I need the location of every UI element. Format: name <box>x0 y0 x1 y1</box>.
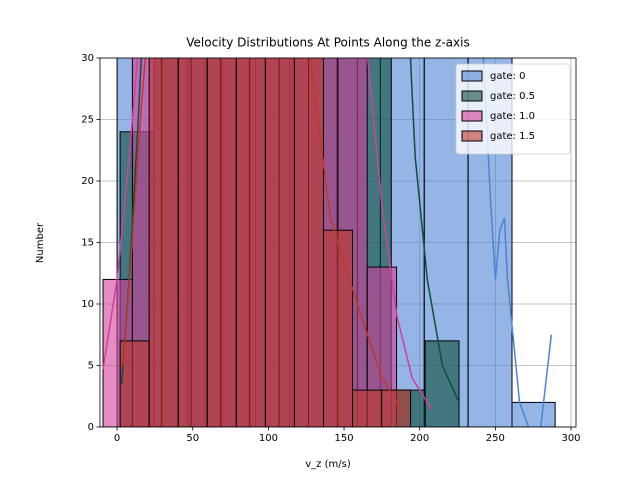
kde-line <box>120 58 460 403</box>
bars <box>102 58 556 427</box>
histogram-bar <box>206 58 237 427</box>
y-axis-label: Number <box>35 222 46 263</box>
legend-swatch <box>461 130 483 142</box>
histogram-bar <box>511 401 556 427</box>
legend: gate: 0 gate: 0.5 gate: 1.0 gate: 1.5 <box>455 63 571 155</box>
legend-label: gate: 1.0 <box>490 111 535 122</box>
histogram-bar <box>424 340 460 427</box>
legend-swatch <box>461 70 483 82</box>
x-tick-label: 300 <box>561 433 580 444</box>
kde-line <box>482 58 553 427</box>
x-axis-label: v_z (m/s) <box>305 459 351 470</box>
histogram-bar <box>293 58 324 427</box>
x-tick-label: 0 <box>114 433 120 444</box>
histogram-bar <box>177 58 208 427</box>
legend-label: gate: 0 <box>490 71 525 82</box>
kde-line <box>102 58 433 411</box>
x-tick-label: 50 <box>186 433 199 444</box>
kde-lines <box>102 58 553 427</box>
histogram-bar <box>235 58 266 427</box>
ticks: 0 50 100 150 200 250 300 0 5 10 15 20 25 30 <box>81 53 580 444</box>
x-tick-label: 250 <box>486 433 505 444</box>
histogram-bar <box>322 229 354 427</box>
y-tick-label: 5 <box>88 361 94 372</box>
y-tick-label: 0 <box>88 422 94 433</box>
histogram-bar <box>119 340 150 427</box>
kde-line <box>122 58 406 416</box>
y-tick-label: 15 <box>81 238 94 249</box>
y-tick-label: 10 <box>81 299 94 310</box>
legend-label: gate: 0.5 <box>490 91 535 102</box>
legend-swatch <box>461 110 483 122</box>
x-tick-label: 200 <box>410 433 429 444</box>
y-tick-label: 25 <box>81 115 94 126</box>
histogram-bar <box>264 58 295 427</box>
y-tick-label: 30 <box>81 53 94 64</box>
histogram-bar <box>381 389 412 427</box>
x-tick-label: 150 <box>335 433 354 444</box>
chart-title: Velocity Distributions At Points Along t… <box>186 36 469 50</box>
histogram-bar <box>352 389 383 427</box>
x-tick-label: 100 <box>259 433 278 444</box>
y-tick-label: 20 <box>81 176 94 187</box>
legend-box <box>455 63 571 155</box>
histogram-bar <box>148 58 179 427</box>
legend-label: gate: 1.5 <box>490 131 535 142</box>
legend-swatch <box>461 90 483 102</box>
